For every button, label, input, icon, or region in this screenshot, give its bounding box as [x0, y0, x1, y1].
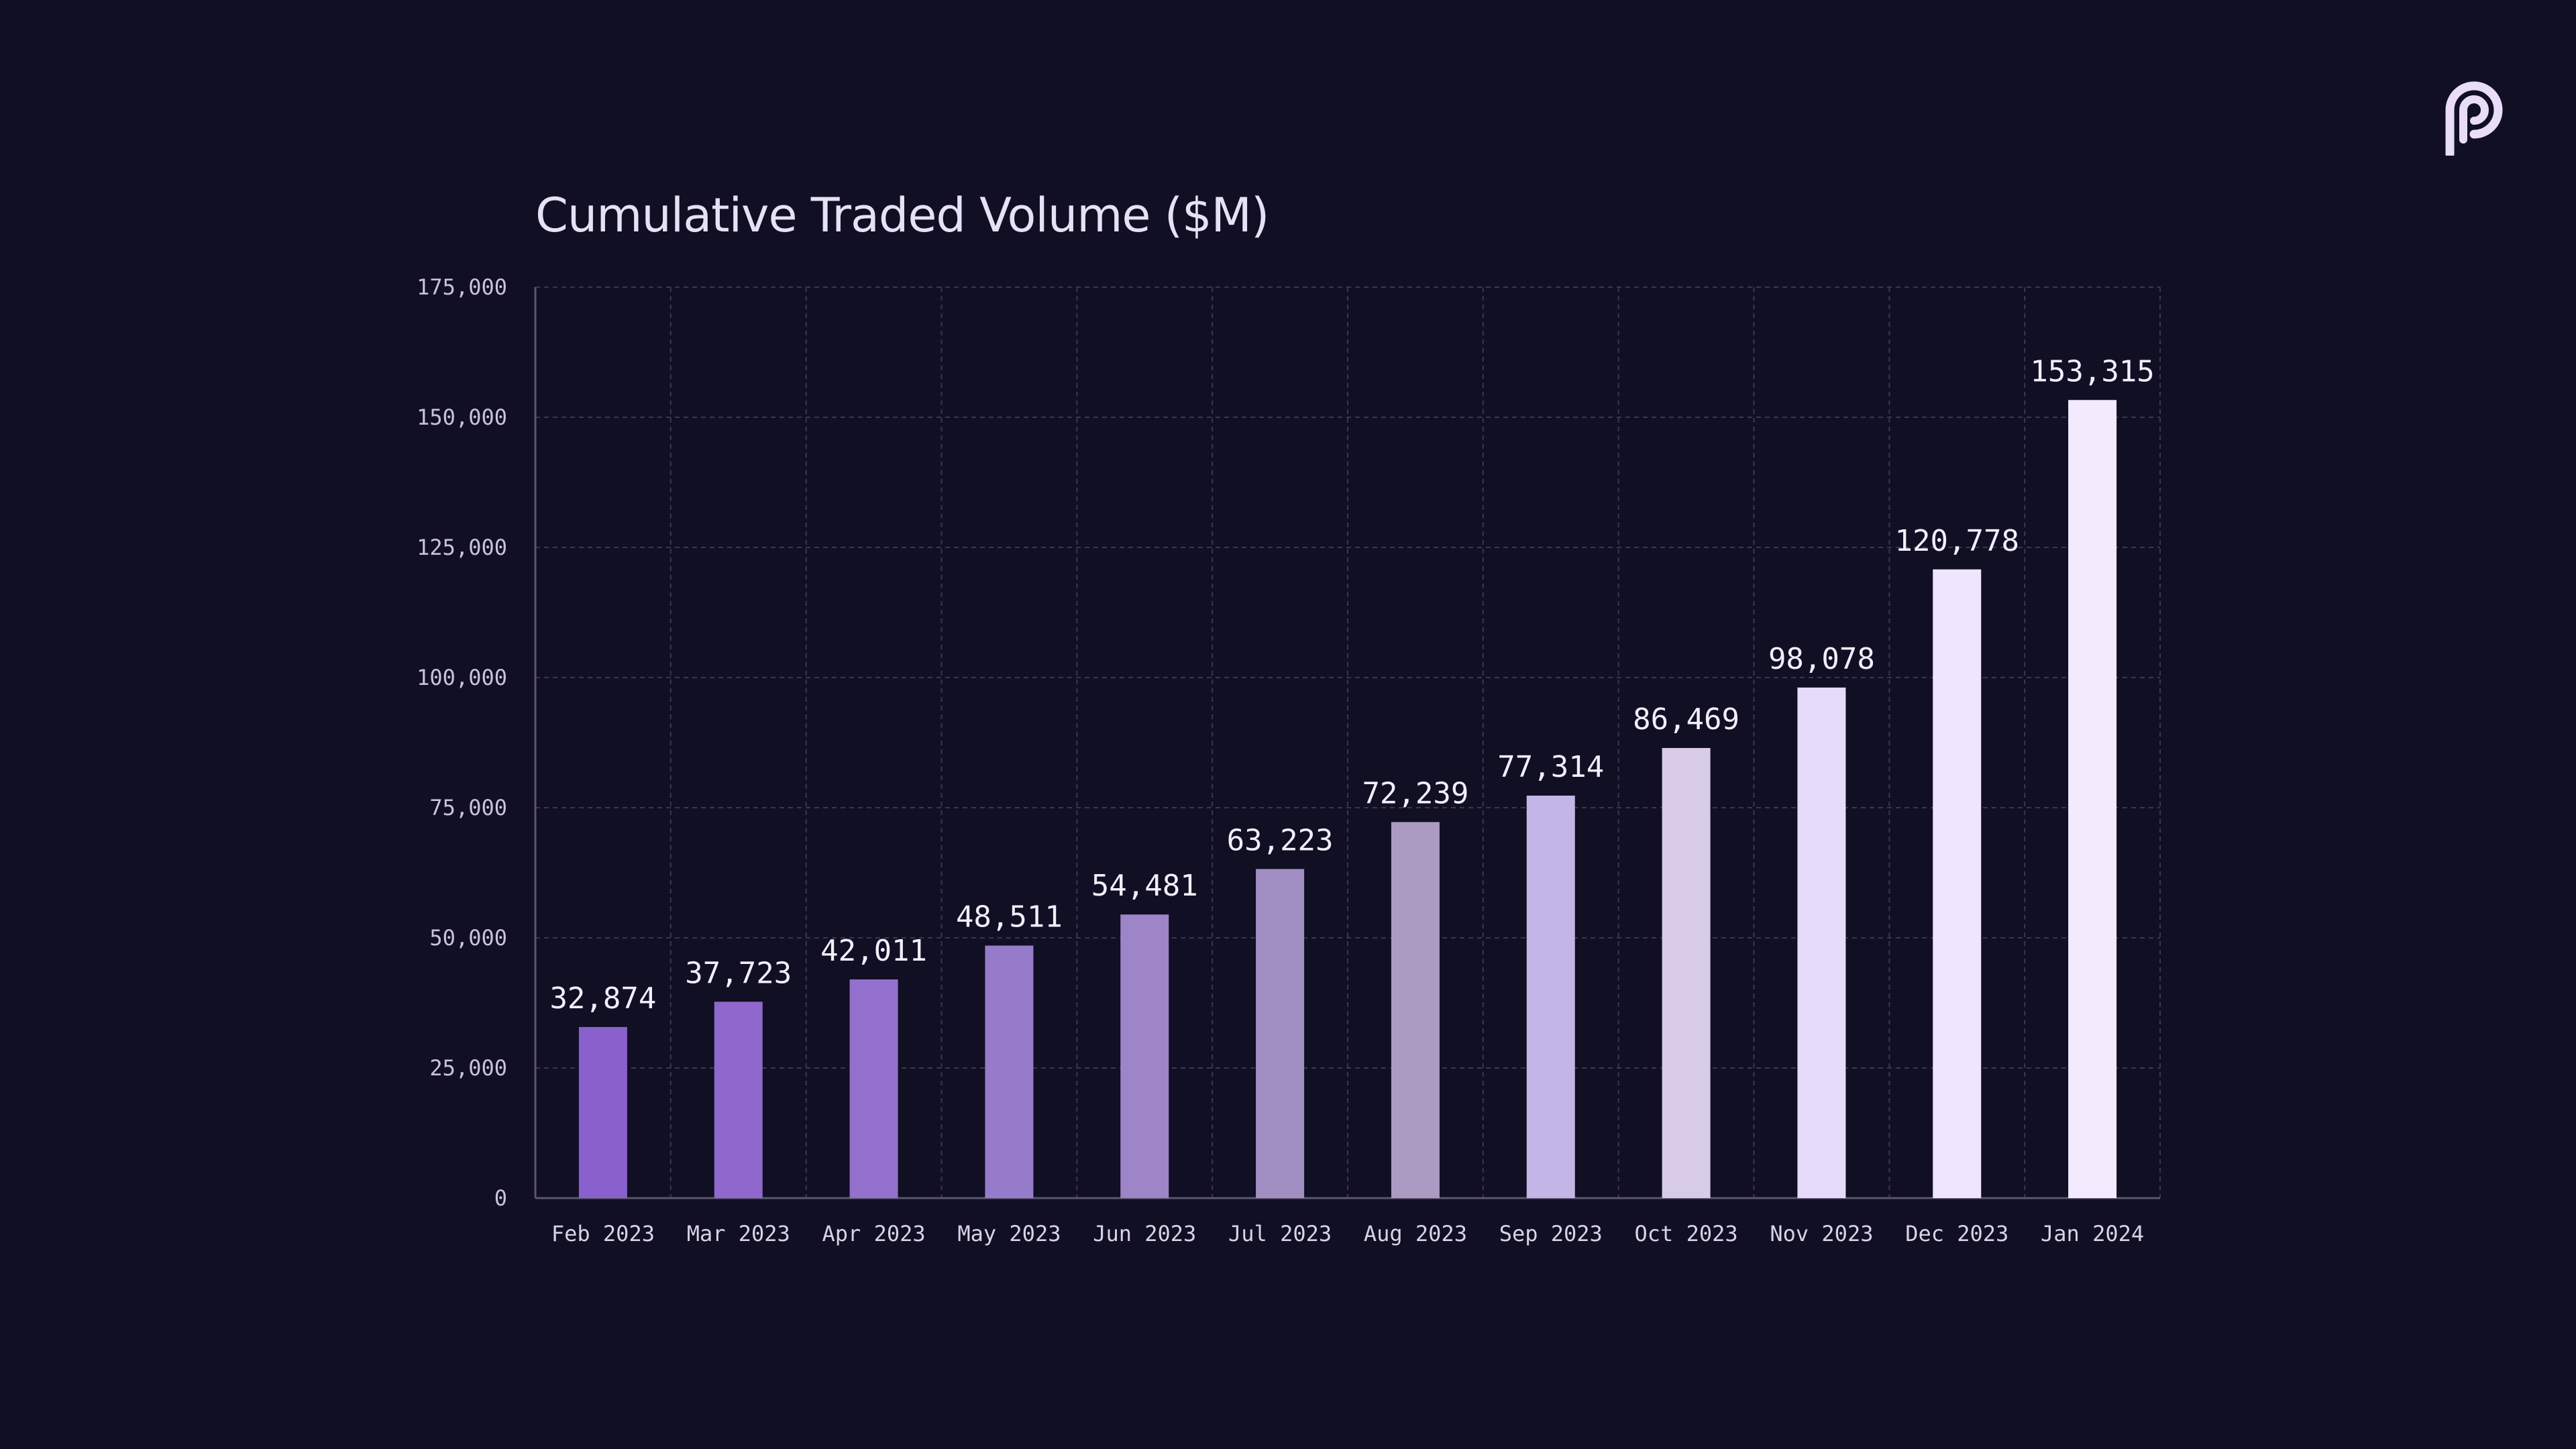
x-tick-label: May 2023: [957, 1221, 1061, 1246]
x-tick-label: Nov 2023: [1770, 1221, 1873, 1246]
bar: [1933, 569, 1982, 1198]
bar: [985, 945, 1034, 1198]
x-tick-label: Oct 2023: [1635, 1221, 1738, 1246]
y-tick-label: 25,000: [429, 1055, 507, 1081]
bar: [714, 1002, 763, 1198]
x-tick-label: Sep 2023: [1499, 1221, 1603, 1246]
data-label: 153,315: [2030, 354, 2154, 388]
y-tick-label: 50,000: [429, 925, 507, 951]
y-tick-label: 100,000: [417, 665, 507, 690]
bar: [1391, 822, 1440, 1198]
y-tick-label: 125,000: [417, 535, 507, 560]
data-label: 120,778: [1895, 524, 2019, 558]
x-tick-label: Mar 2023: [687, 1221, 790, 1246]
data-label: 37,723: [685, 956, 792, 990]
x-tick-label: Feb 2023: [551, 1221, 655, 1246]
bar: [578, 1026, 627, 1198]
data-labels: 32,874 37,723 42,011 48,511 54,481 63,223 72,2…: [549, 354, 2154, 1016]
data-label: 77,314: [1497, 750, 1604, 784]
grid-lines: [535, 286, 2161, 1198]
y-tick-label: 150,000: [417, 405, 507, 430]
bar: [1120, 914, 1169, 1198]
x-tick-label: Jan 2024: [2041, 1221, 2144, 1246]
x-tick-labels: Feb 2023 Mar 2023 Apr 2023 May 2023 Jun 2023…: [551, 1221, 2144, 1246]
chart-title: Cumulative Traded Volume ($M): [535, 188, 1269, 243]
bars: [578, 400, 2117, 1198]
data-label: 98,078: [1768, 642, 1875, 676]
y-tick-label: 175,000: [417, 274, 507, 300]
data-label: 63,223: [1227, 823, 1334, 857]
x-tick-label: Jun 2023: [1093, 1221, 1196, 1246]
pyth-logo-icon: [2445, 81, 2503, 156]
bar: [1662, 748, 1711, 1198]
y-tick-label: 75,000: [429, 795, 507, 820]
data-label: 72,239: [1362, 776, 1468, 810]
x-tick-label: Jul 2023: [1228, 1221, 1332, 1246]
bar: [849, 979, 898, 1198]
bar: [1526, 796, 1575, 1198]
y-tick-label: 0: [494, 1185, 507, 1211]
data-label: 86,469: [1633, 702, 1739, 737]
data-label: 54,481: [1091, 869, 1198, 903]
bar: [1256, 869, 1305, 1198]
bar: [1797, 687, 1846, 1198]
x-tick-label: Apr 2023: [822, 1221, 926, 1246]
axes: [534, 287, 2160, 1199]
bar: [2068, 400, 2117, 1198]
y-tick-labels: 0 25,000 50,000 75,000 100,000 125,000 150,000…: [417, 274, 507, 1211]
data-label: 42,011: [820, 934, 927, 968]
data-label: 32,874: [549, 981, 656, 1016]
x-tick-label: Aug 2023: [1364, 1221, 1467, 1246]
data-label: 48,511: [956, 900, 1063, 934]
x-tick-label: Dec 2023: [1905, 1221, 2008, 1246]
